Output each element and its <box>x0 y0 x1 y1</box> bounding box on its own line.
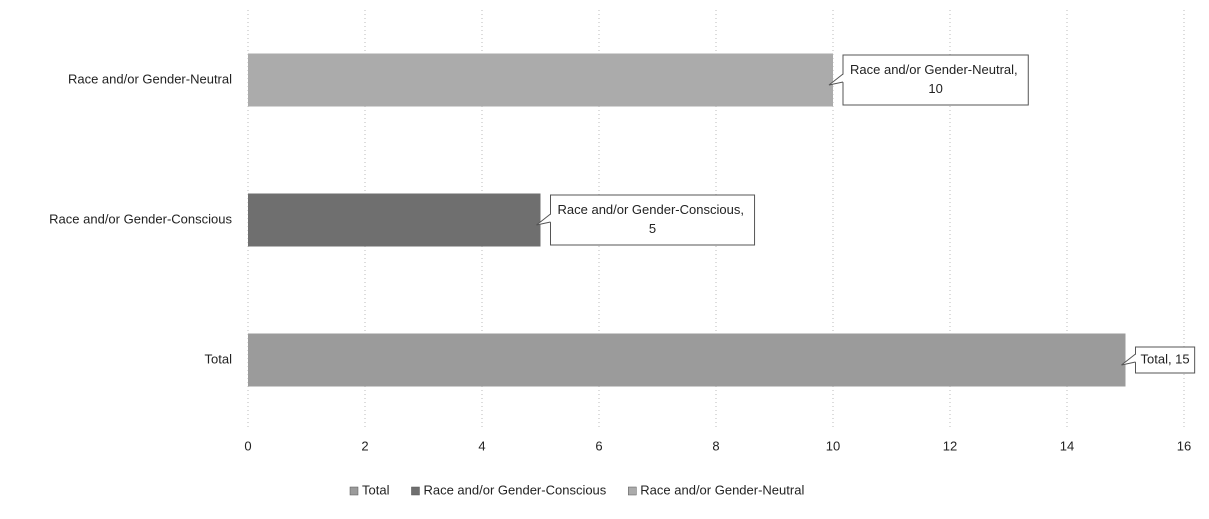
legend-label: Race and/or Gender-Conscious <box>423 482 606 497</box>
y-tick-label: Total <box>205 351 233 366</box>
y-tick-label: Race and/or Gender-Conscious <box>49 211 232 226</box>
legend-label: Total <box>362 482 390 497</box>
y-tick-label: Race and/or Gender-Neutral <box>68 71 232 86</box>
callout-pointer-edge <box>536 213 551 226</box>
data-label-callout: Race and/or Gender-Conscious, 5 <box>536 194 756 246</box>
x-tick-label: 4 <box>478 438 485 453</box>
data-label-line: 5 <box>649 221 656 236</box>
callout-pointer-edge <box>1121 353 1136 366</box>
data-label-line: Race and/or Gender-Conscious, <box>558 202 748 217</box>
x-tick-label: 6 <box>595 438 602 453</box>
data-label: Total, 15 <box>1141 351 1190 366</box>
data-label-line: 10 <box>928 81 942 96</box>
x-tick-label: 14 <box>1060 438 1074 453</box>
data-label-callout: Total, 15 <box>1121 346 1196 374</box>
x-tick-label: 16 <box>1177 438 1191 453</box>
data-label-line: Race and/or Gender-Neutral, <box>850 62 1021 77</box>
legend-swatch <box>411 486 420 496</box>
x-tick-label: 0 <box>244 438 251 453</box>
bar <box>248 53 833 107</box>
bar <box>248 193 541 247</box>
x-tick-label: 8 <box>712 438 719 453</box>
data-label: Race and/or Gender-Conscious, 5 <box>558 202 748 236</box>
data-label: Race and/or Gender-Neutral, 10 <box>850 62 1021 96</box>
callout-box <box>550 194 756 246</box>
legend-swatch <box>349 486 359 496</box>
bar <box>248 333 1126 387</box>
x-tick-label: 2 <box>361 438 368 453</box>
x-tick-label: 10 <box>826 438 840 453</box>
data-label-callout: Race and/or Gender-Neutral, 10 <box>828 54 1029 106</box>
legend-label: Race and/or Gender-Neutral <box>640 482 804 497</box>
callout-pointer-edge <box>828 73 844 86</box>
legend-swatch <box>628 486 637 496</box>
callout-box <box>842 54 1029 106</box>
x-tick-label: 12 <box>943 438 957 453</box>
